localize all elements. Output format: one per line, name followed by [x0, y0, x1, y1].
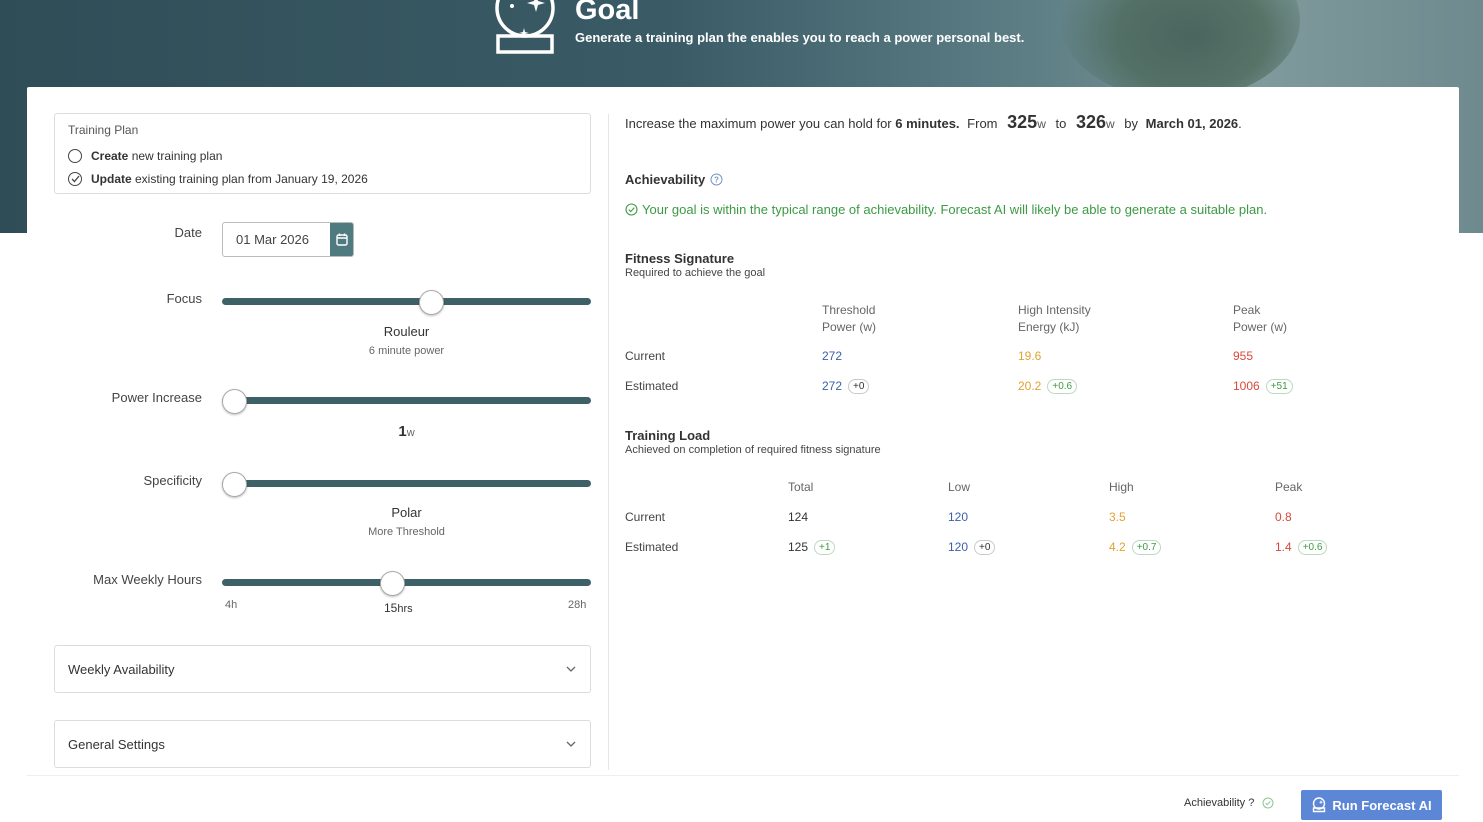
fs-current-threshold: 272 [822, 349, 843, 363]
max-weekly-hours-slider-thumb[interactable] [380, 571, 405, 596]
max-weekly-hours-label: Max Weekly Hours [93, 572, 202, 587]
delta-badge: +0 [974, 540, 996, 555]
hours-min-label: 4h [225, 599, 238, 611]
achievability-heading: Achievability ? [625, 172, 723, 187]
run-forecast-ai-button[interactable]: Run Forecast AI [1301, 790, 1442, 820]
page-title: Goal [575, 0, 640, 26]
calendar-button[interactable] [330, 223, 353, 256]
hours-value: 15hrs [384, 601, 413, 615]
tl-row-label: Estimated [625, 540, 679, 554]
run-forecast-ai-label: Run Forecast AI [1332, 797, 1432, 813]
fs-row-label: Current [625, 349, 666, 363]
fs-header-threshold: Threshold Power (w) [822, 303, 877, 334]
tl-current-peak: 0.8 [1275, 510, 1292, 524]
goal-summary: Increase the maximum power you can hold … [625, 112, 1242, 132]
focus-subtext: 6 minute power [368, 345, 445, 357]
calendar-icon [335, 233, 348, 246]
delta-badge: +0.6 [1047, 379, 1078, 394]
radio-checked-icon[interactable] [68, 172, 82, 186]
delta-badge: +0.6 [1297, 540, 1328, 555]
footer-achievability: Achievability ? [1184, 797, 1274, 809]
chevron-down-icon [566, 666, 576, 672]
training-load-subtitle: Achieved on completion of required fitne… [625, 444, 881, 456]
general-settings-accordion[interactable]: General Settings [54, 720, 591, 768]
hero-cyclist-image [1060, 0, 1300, 100]
crystal-ball-icon [1313, 797, 1326, 813]
tl-estimated-high: 4.2 +0.7 [1109, 540, 1162, 555]
weekly-availability-accordion[interactable]: Weekly Availability [54, 645, 591, 693]
tl-estimated-peak: 1.4 +0.6 [1275, 540, 1328, 555]
date-label: Date [174, 225, 202, 240]
update-plan-option[interactable]: Update existing training plan from Janua… [68, 172, 368, 186]
tl-header-total: Total [788, 480, 814, 494]
specificity-slider-thumb[interactable] [222, 472, 247, 497]
training-load-heading: Training Load [625, 428, 711, 443]
focus-slider-track[interactable] [222, 298, 591, 305]
fs-header-high-intensity: High Intensity Energy (kJ) [1018, 303, 1091, 334]
fitness-signature-heading: Fitness Signature [625, 251, 735, 266]
tl-header-high: High [1109, 480, 1134, 494]
power-increase-value: 1w [398, 423, 415, 440]
fs-estimated-threshold: 272 +0 [822, 379, 870, 394]
check-circle-icon [1262, 797, 1274, 809]
tl-estimated-total: 125 +1 [788, 540, 836, 555]
date-picker[interactable]: 01 Mar 2026 [222, 222, 354, 257]
update-plan-label: Update existing training plan from Janua… [91, 172, 368, 186]
help-icon[interactable]: ? [710, 173, 723, 186]
tl-estimated-low: 120 +0 [948, 540, 996, 555]
create-plan-label: Create new training plan [91, 149, 223, 163]
fitness-signature-subtitle: Required to achieve the goal [625, 267, 766, 279]
delta-badge: +0.7 [1131, 540, 1162, 555]
power-increase-label: Power Increase [111, 390, 202, 405]
create-plan-option[interactable]: Create new training plan [68, 149, 222, 163]
specificity-value: Polar [391, 505, 422, 520]
tl-current-total: 124 [788, 510, 809, 524]
column-divider [608, 114, 609, 770]
fs-row-label: Estimated [625, 379, 679, 393]
specificity-subtext: More Threshold [368, 526, 445, 538]
focus-slider-thumb[interactable] [419, 290, 444, 315]
fs-current-peak: 955 [1233, 349, 1254, 363]
fs-current-high-intensity: 19.6 [1018, 349, 1042, 363]
crystal-ball-icon [495, 0, 555, 54]
page-subtitle: Generate a training plan the enables you… [575, 30, 1025, 45]
delta-badge: +51 [1265, 379, 1293, 394]
training-plan-box: Training Plan Create new training plan U… [54, 113, 591, 194]
delta-badge: +0 [848, 379, 870, 394]
focus-label: Focus [166, 291, 202, 306]
general-settings-label: General Settings [68, 737, 165, 752]
power-increase-slider-thumb[interactable] [222, 389, 247, 414]
fs-estimated-high-intensity: 20.2 +0.6 [1018, 379, 1078, 394]
chevron-down-icon [566, 741, 576, 747]
footer-bar [27, 775, 1459, 822]
tl-row-label: Current [625, 510, 666, 524]
delta-badge: +1 [814, 540, 836, 555]
hours-max-label: 28h [568, 599, 587, 611]
radio-unchecked-icon[interactable] [68, 149, 82, 163]
tl-current-low: 120 [948, 510, 969, 524]
training-plan-title: Training Plan [68, 123, 139, 137]
power-increase-slider-track[interactable] [222, 397, 591, 404]
specificity-slider-track[interactable] [222, 480, 591, 487]
specificity-label: Specificity [143, 473, 202, 488]
goal-card [27, 87, 1459, 777]
focus-value: Rouleur [383, 324, 430, 339]
fs-header-peak: Peak Power (w) [1233, 303, 1288, 334]
check-circle-icon [625, 203, 638, 216]
date-input[interactable]: 01 Mar 2026 [236, 232, 309, 247]
tl-header-peak: Peak [1275, 480, 1303, 494]
max-weekly-hours-slider-track[interactable] [222, 579, 591, 586]
tl-header-low: Low [948, 480, 971, 494]
weekly-availability-label: Weekly Availability [68, 662, 175, 677]
fs-estimated-peak: 1006 +51 [1233, 379, 1293, 394]
svg-text:?: ? [714, 176, 719, 185]
tl-current-high: 3.5 [1109, 510, 1126, 524]
achievability-message: Your goal is within the typical range of… [625, 202, 1267, 217]
